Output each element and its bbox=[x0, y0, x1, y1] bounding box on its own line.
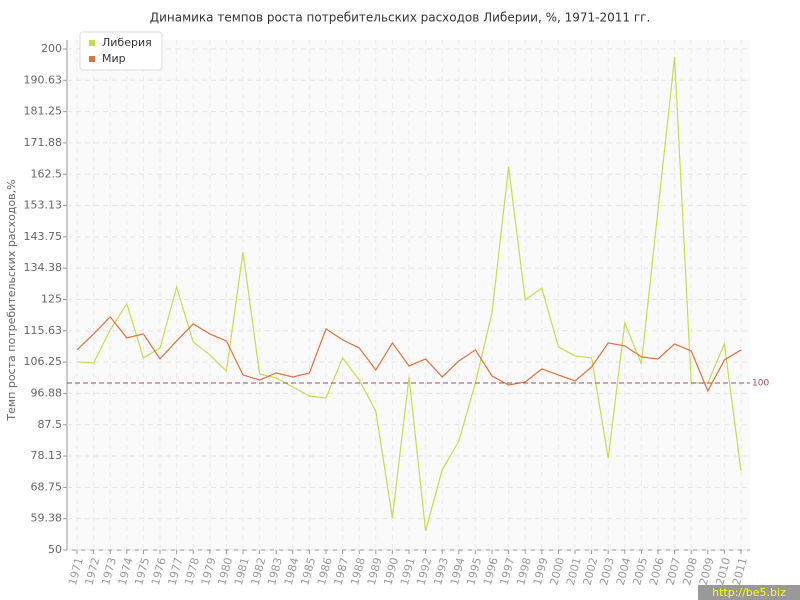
legend-swatch bbox=[89, 40, 95, 46]
y-tick-label: 190.63 bbox=[24, 73, 63, 86]
y-tick-label: 181.25 bbox=[24, 105, 63, 118]
y-tick-label: 50 bbox=[48, 543, 62, 556]
y-tick-label: 78.13 bbox=[31, 449, 63, 462]
y-tick-label: 115.63 bbox=[24, 324, 63, 337]
y-tick-label: 153.13 bbox=[24, 199, 63, 212]
legend-swatch bbox=[89, 56, 95, 62]
watermark-box bbox=[698, 585, 800, 600]
x-tick-label: 2011 bbox=[730, 556, 750, 586]
y-tick-label: 59.38 bbox=[31, 512, 63, 525]
y-tick-label: 171.88 bbox=[24, 136, 63, 149]
y-tick-label: 200 bbox=[41, 42, 62, 55]
y-tick-label: 106.25 bbox=[24, 355, 63, 368]
y-tick-label: 162.5 bbox=[31, 167, 63, 180]
y-tick-label: 68.75 bbox=[31, 480, 63, 493]
watermark: http://be5.biz bbox=[712, 586, 786, 599]
chart-title: Динамика темпов роста потребительских ра… bbox=[150, 11, 651, 25]
y-tick-label: 125 bbox=[41, 293, 62, 306]
legend-label: Мир bbox=[102, 52, 126, 65]
legend-label: Либерия bbox=[102, 36, 152, 49]
y-tick-label: 96.88 bbox=[31, 386, 63, 399]
legend-box bbox=[79, 31, 163, 71]
series-line bbox=[76, 315, 742, 393]
y-tick-label: 87.5 bbox=[38, 418, 63, 431]
legend: Либерия Мир bbox=[79, 31, 163, 71]
y-axis-label: Темп роста потребительских расходов,% bbox=[5, 179, 18, 421]
y-tick-label: 134.38 bbox=[24, 261, 63, 274]
reference-label: 100 bbox=[752, 379, 769, 389]
series-line bbox=[76, 56, 742, 532]
y-tick-label: 143.75 bbox=[24, 230, 63, 243]
